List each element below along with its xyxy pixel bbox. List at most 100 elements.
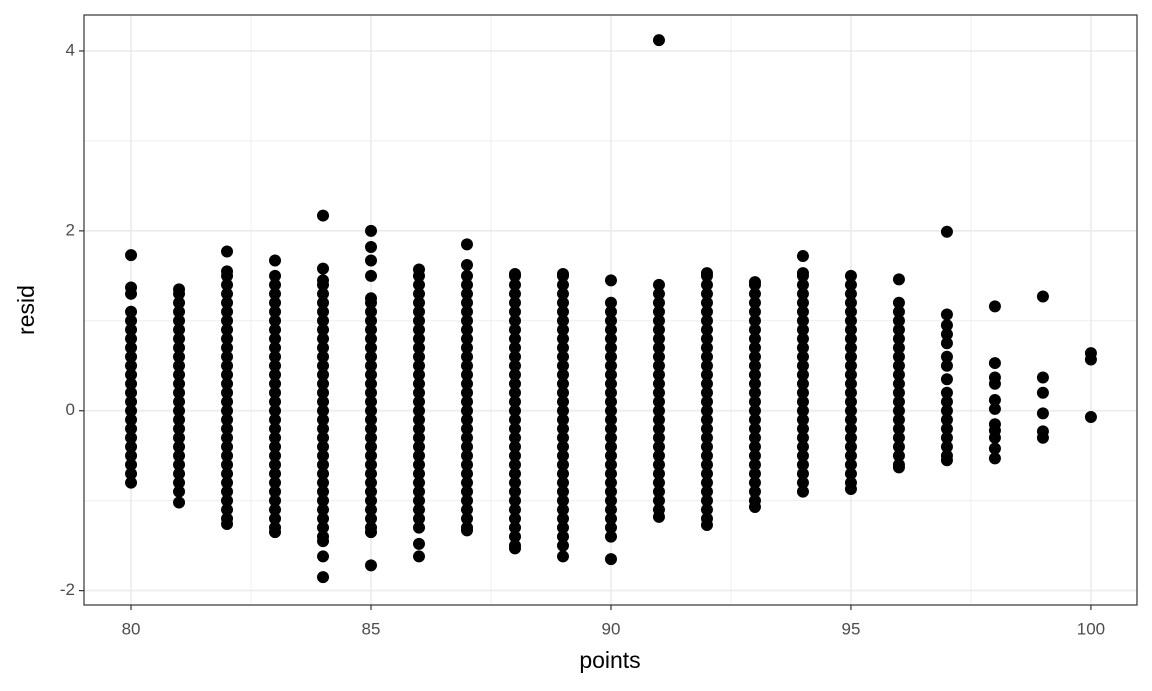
point: [556, 467, 569, 480]
point: [221, 350, 234, 363]
point: [173, 296, 186, 309]
point: [796, 467, 809, 480]
point: [844, 386, 857, 399]
point: [413, 458, 426, 471]
point: [221, 422, 234, 435]
point: [844, 431, 857, 444]
point: [508, 413, 521, 426]
point: [221, 431, 234, 444]
point: [460, 305, 473, 318]
point: [365, 458, 378, 471]
point: [460, 377, 473, 390]
point: [173, 377, 186, 390]
point: [365, 440, 378, 453]
point: [508, 494, 521, 507]
point: [508, 467, 521, 480]
point: [604, 341, 617, 354]
point: [556, 413, 569, 426]
point: [652, 332, 665, 345]
point: [1036, 290, 1049, 303]
x-tick-label: 80: [122, 619, 141, 638]
point: [413, 395, 426, 408]
point: [940, 337, 953, 350]
point: [317, 571, 330, 584]
x-tick-label: 90: [602, 619, 621, 638]
point: [796, 305, 809, 318]
point: [748, 413, 761, 426]
point: [460, 512, 473, 525]
point: [652, 323, 665, 336]
point: [413, 476, 426, 489]
y-tick-label: -2: [60, 580, 75, 599]
point: [365, 350, 378, 363]
point: [796, 476, 809, 489]
point: [269, 494, 282, 507]
point: [413, 350, 426, 363]
point: [173, 386, 186, 399]
point: [556, 422, 569, 435]
point: [317, 449, 330, 462]
point: [556, 503, 569, 516]
point: [365, 314, 378, 327]
point: [508, 422, 521, 435]
point: [413, 494, 426, 507]
point: [556, 431, 569, 444]
point: [269, 377, 282, 390]
point: [940, 359, 953, 372]
point: [1084, 347, 1097, 360]
point: [652, 467, 665, 480]
point: [125, 449, 138, 462]
point: [221, 368, 234, 381]
point: [413, 323, 426, 336]
point: [317, 467, 330, 480]
point: [748, 359, 761, 372]
point: [508, 449, 521, 462]
point: [317, 209, 330, 222]
point: [604, 476, 617, 489]
point: [365, 241, 378, 254]
point: [748, 314, 761, 327]
point: [221, 296, 234, 309]
point: [269, 476, 282, 489]
point: [700, 503, 713, 516]
point: [700, 404, 713, 417]
point: [748, 422, 761, 435]
point: [796, 359, 809, 372]
point: [556, 377, 569, 390]
point: [892, 440, 905, 453]
point: [413, 278, 426, 291]
point: [221, 359, 234, 372]
point: [460, 413, 473, 426]
point: [508, 368, 521, 381]
point: [269, 287, 282, 300]
point: [988, 393, 1001, 406]
point: [700, 440, 713, 453]
point: [652, 485, 665, 498]
point: [508, 512, 521, 525]
point: [460, 386, 473, 399]
point: [269, 359, 282, 372]
point: [413, 359, 426, 372]
point: [125, 314, 138, 327]
point: [940, 386, 953, 399]
point: [508, 431, 521, 444]
point: [748, 377, 761, 390]
point: [940, 413, 953, 426]
point: [317, 274, 330, 287]
point: [652, 386, 665, 399]
point: [173, 467, 186, 480]
point: [460, 368, 473, 381]
point: [365, 377, 378, 390]
point: [508, 521, 521, 534]
point: [269, 485, 282, 498]
point: [844, 368, 857, 381]
point: [700, 287, 713, 300]
point: [892, 377, 905, 390]
point: [317, 323, 330, 336]
point: [796, 377, 809, 390]
point: [460, 440, 473, 453]
point: [269, 449, 282, 462]
point: [700, 296, 713, 309]
point: [604, 458, 617, 471]
point: [652, 287, 665, 300]
